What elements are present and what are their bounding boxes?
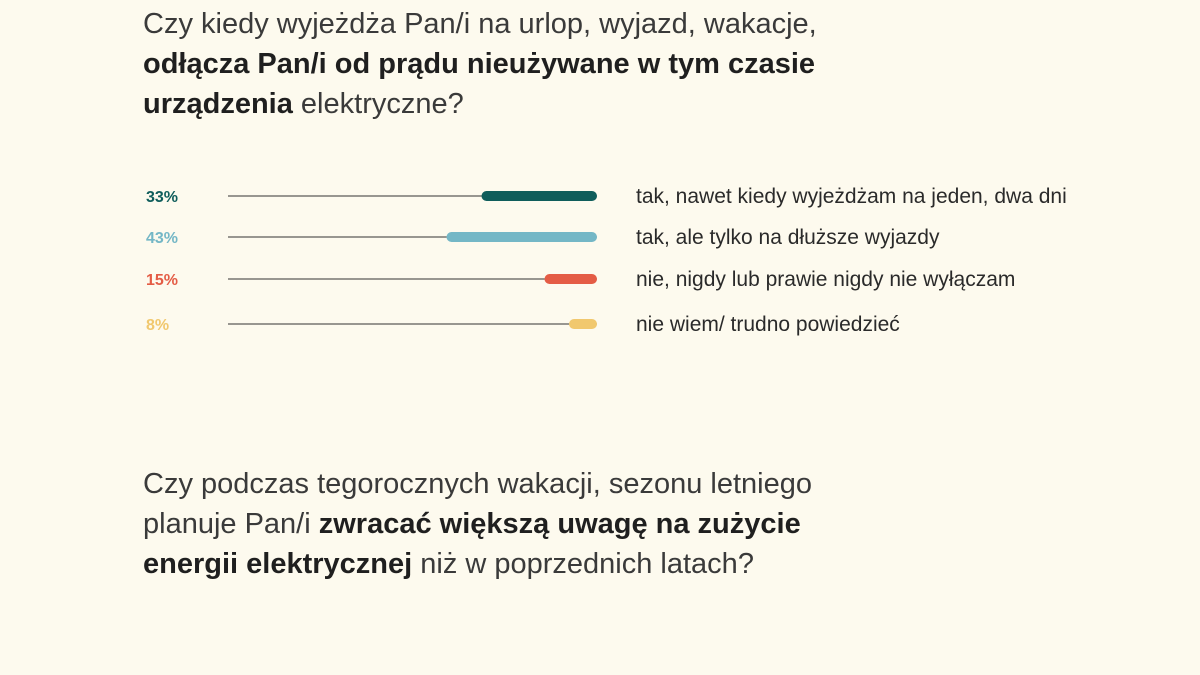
- bar-chart: 33% tak, nawet kiedy wyjeżdżam na jeden, …: [146, 185, 1067, 336]
- value-label: 33%: [146, 189, 178, 206]
- question-1-bold-a: odłącza Pan/i od prądu nieużywane w tym …: [143, 48, 816, 80]
- question-2-title: Czy podczas tegorocznych wakacji, sezonu…: [143, 464, 903, 584]
- value-label: 15%: [146, 272, 178, 289]
- value-label: 43%: [146, 230, 178, 247]
- question-2-text-c: niż w poprzednich latach?: [412, 548, 754, 580]
- question-1-title: Czy kiedy wyjeżdża Pan/i na urlop, wyjaz…: [143, 4, 903, 124]
- category-label: nie, nigdy lub prawie nigdy nie wyłączam: [636, 268, 1015, 291]
- question-1-text-a: Czy kiedy wyjeżdża Pan/i na urlop, wyjaz…: [143, 8, 817, 40]
- question-1-text-b: elektryczne?: [292, 88, 464, 120]
- category-label: nie wiem/ trudno powiedzieć: [636, 313, 900, 336]
- value-label: 8%: [146, 317, 169, 334]
- category-label: tak, nawet kiedy wyjeżdżam na jeden, dwa…: [636, 185, 1067, 208]
- question-1-bold-b: urządzenia: [143, 88, 293, 120]
- category-label: tak, ale tylko na dłuższe wyjazdy: [636, 226, 940, 249]
- question-2-bold-b: energii elektrycznej: [143, 548, 413, 580]
- question-2-text-a: Czy podczas tegorocznych wakacji, sezonu…: [143, 468, 812, 500]
- question-2-bold-a: zwracać większą uwagę na zużycie: [318, 508, 801, 540]
- question-2-text-b: planuje Pan/i: [143, 508, 319, 540]
